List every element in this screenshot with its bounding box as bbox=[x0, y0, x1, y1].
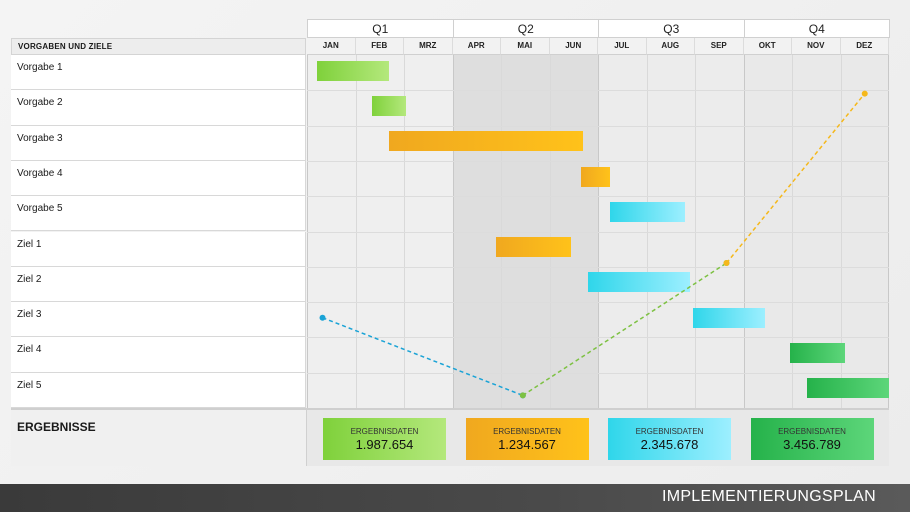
row-label-ziel-1: Ziel 1 bbox=[11, 231, 306, 267]
quarter-label-q2: Q2 bbox=[452, 19, 599, 38]
row-label-ziel-3: Ziel 3 bbox=[11, 302, 306, 338]
result-value: 1.987.654 bbox=[355, 437, 414, 452]
gantt-bar-ziel-5 bbox=[806, 378, 889, 399]
gantt-bar-vorgabe-5 bbox=[610, 201, 686, 222]
result-label: ERGEBNISDATEN bbox=[778, 427, 846, 436]
month-label-sep: SEP bbox=[695, 38, 744, 55]
gantt-bar-ziel-2 bbox=[588, 272, 691, 293]
row-label-ziel-2: Ziel 2 bbox=[11, 266, 306, 303]
grid-hline bbox=[307, 302, 889, 304]
gantt-bar-ziel-3 bbox=[692, 307, 766, 328]
month-label-dez: DEZ bbox=[840, 38, 889, 55]
gantt-bar-vorgabe-4 bbox=[581, 166, 611, 187]
month-label-nov: NOV bbox=[792, 38, 841, 55]
row-label-ziel-5: Ziel 5 bbox=[11, 372, 306, 408]
month-label-apr: APR bbox=[452, 38, 501, 55]
result-box-q3: ERGEBNISDATEN 2.345.678 bbox=[608, 418, 731, 460]
grid-hline bbox=[307, 160, 889, 162]
month-label-jun: JUN bbox=[549, 38, 598, 55]
result-box-q1: ERGEBNISDATEN 1.987.654 bbox=[323, 418, 446, 460]
result-label: ERGEBNISDATEN bbox=[493, 427, 561, 436]
month-label-feb: FEB bbox=[355, 38, 404, 55]
grid-hline bbox=[307, 125, 889, 127]
page-title: IMPLEMENTIERUNGSPLAN bbox=[661, 488, 876, 505]
row-label-vorgabe-3: Vorgabe 3 bbox=[11, 125, 306, 161]
result-label: ERGEBNISDATEN bbox=[635, 427, 704, 436]
grid-hline bbox=[307, 90, 889, 92]
month-label-mrz: MRZ bbox=[404, 38, 453, 55]
grid-hline bbox=[307, 372, 889, 374]
month-label-mai: MAI bbox=[501, 38, 550, 55]
quarter-label-q1: Q1 bbox=[307, 19, 454, 38]
gantt-bar-vorgabe-1 bbox=[316, 60, 390, 81]
result-box-q2: ERGEBNISDATEN 1.234.567 bbox=[465, 418, 589, 460]
result-value: 3.456.789 bbox=[783, 437, 841, 452]
month-label-jan: JAN bbox=[307, 38, 356, 55]
month-label-aug: AUG bbox=[646, 38, 695, 55]
results-label: ERGEBNISSE bbox=[11, 408, 307, 466]
month-label-okt: OKT bbox=[743, 38, 792, 55]
result-value: 1.234.567 bbox=[498, 437, 556, 452]
row-label-vorgabe-2: Vorgabe 2 bbox=[11, 90, 306, 126]
row-label-vorgabe-5: Vorgabe 5 bbox=[11, 196, 306, 232]
gantt-bar-vorgabe-3 bbox=[389, 131, 584, 152]
gantt-bar-ziel-1 bbox=[496, 237, 572, 258]
quarter-label-q3: Q3 bbox=[598, 19, 745, 38]
row-label-ziel-4: Ziel 4 bbox=[11, 337, 306, 373]
footer-bar bbox=[0, 484, 910, 512]
gantt-grid bbox=[307, 55, 889, 408]
row-label-vorgabe-4: Vorgabe 4 bbox=[11, 160, 306, 197]
month-label-jul: JUL bbox=[598, 38, 647, 55]
gantt-bar-ziel-4 bbox=[789, 343, 846, 364]
result-label: ERGEBNISDATEN bbox=[350, 427, 419, 436]
gantt-bar-vorgabe-2 bbox=[372, 95, 407, 116]
result-value: 2.345.678 bbox=[640, 437, 699, 452]
row-label-vorgabe-1: Vorgabe 1 bbox=[11, 55, 306, 91]
quarter-label-q4: Q4 bbox=[743, 19, 890, 38]
grid-hline bbox=[307, 196, 889, 198]
left-column-header: VORGABEN UND ZIELE bbox=[11, 38, 306, 55]
grid-hline bbox=[307, 231, 889, 233]
grid-hline bbox=[307, 337, 889, 339]
grid-hline bbox=[307, 266, 889, 268]
result-box-q4: ERGEBNISDATEN 3.456.789 bbox=[750, 418, 874, 460]
